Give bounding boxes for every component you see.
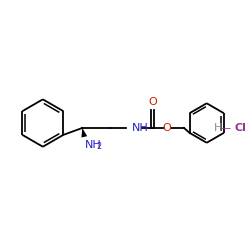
Text: 2: 2 (96, 142, 101, 151)
Text: Cl: Cl (234, 123, 246, 133)
Text: O: O (163, 123, 172, 133)
Text: NH: NH (132, 123, 148, 133)
Text: —: — (220, 123, 231, 133)
Polygon shape (82, 128, 87, 138)
Text: NH: NH (85, 140, 102, 150)
Text: H: H (214, 123, 222, 133)
Text: O: O (148, 97, 157, 107)
